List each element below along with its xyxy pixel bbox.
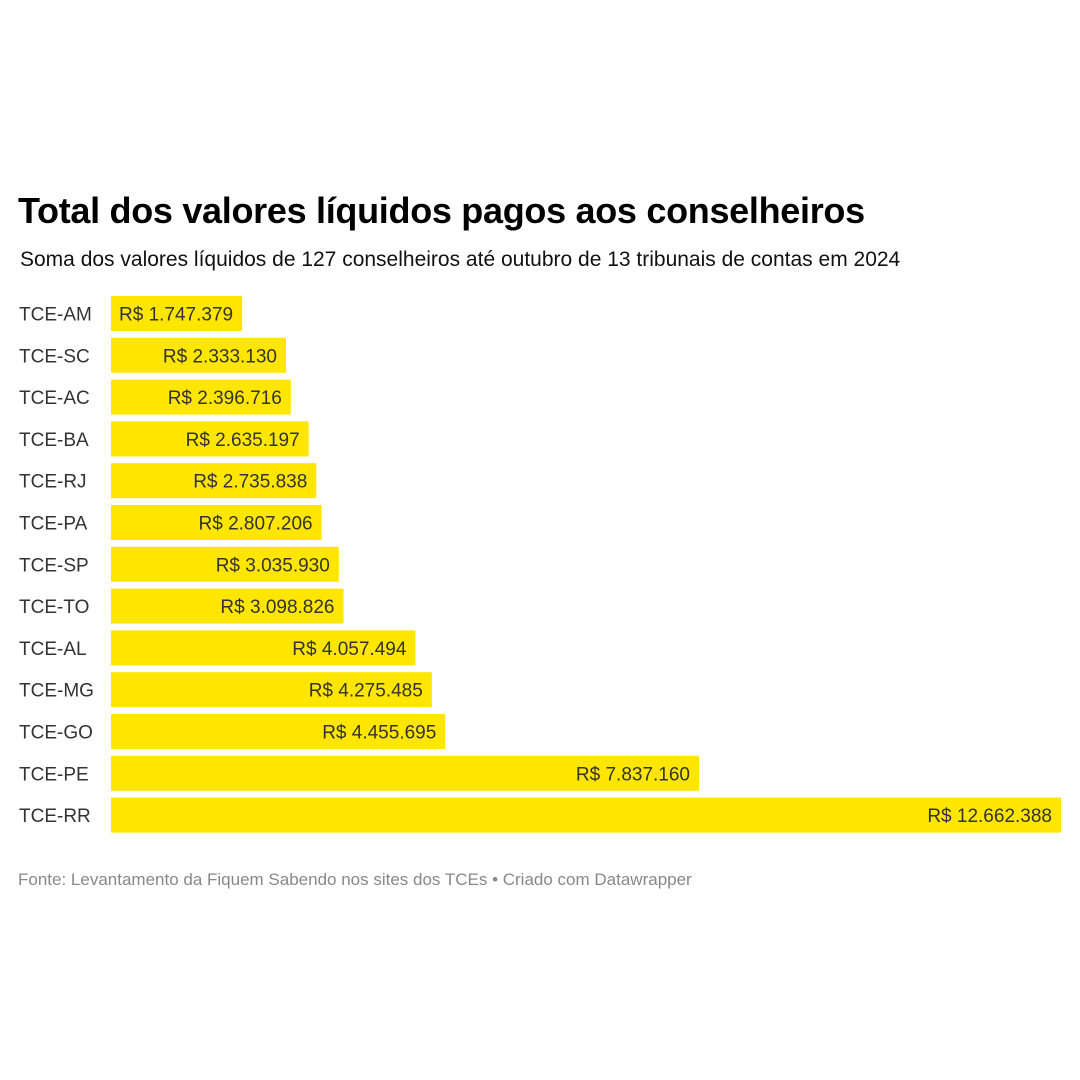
- chart-subtitle: Soma dos valores líquidos de 127 conselh…: [20, 248, 901, 271]
- bar: [111, 337, 286, 373]
- value-label: R$ 4.057.494: [292, 639, 407, 660]
- category-label: TCE-AM: [19, 305, 92, 326]
- category-label: TCE-TO: [19, 597, 89, 618]
- value-label: R$ 4.275.485: [309, 681, 423, 702]
- bar: [111, 546, 339, 582]
- category-label: TCE-AL: [19, 639, 87, 660]
- value-label: R$ 3.098.826: [220, 597, 334, 618]
- bar: [111, 630, 416, 666]
- category-label: TCE-MG: [19, 681, 94, 702]
- value-label: R$ 2.635.197: [186, 430, 300, 451]
- bar-chart: TCE-AM R$ 1.747.379 TCE-SC R$ 2.333.130 TCE-…: [19, 296, 1061, 833]
- category-label: TCE-GO: [19, 723, 93, 744]
- value-label: R$ 2.735.838: [193, 472, 307, 493]
- bar: [111, 714, 446, 749]
- value-label: R$ 7.837.160: [576, 764, 690, 785]
- bar: [111, 463, 317, 499]
- value-label: R$ 2.807.206: [199, 514, 313, 535]
- category-label: TCE-PA: [19, 514, 88, 535]
- bar: [111, 296, 243, 331]
- bar: [111, 797, 1061, 833]
- bar: [111, 588, 344, 624]
- bar: [111, 672, 432, 708]
- value-label: R$ 4.455.695: [322, 723, 436, 744]
- chart-title: Total dos valores líquidos pagos aos con…: [18, 190, 865, 231]
- value-label: R$ 2.333.130: [163, 346, 277, 367]
- category-label: TCE-PE: [19, 764, 89, 785]
- value-label: R$ 3.035.930: [216, 555, 330, 576]
- category-label: TCE-RJ: [19, 472, 87, 493]
- category-label: TCE-SP: [19, 555, 89, 576]
- bar: [111, 379, 291, 415]
- category-label: TCE-AC: [19, 388, 90, 409]
- category-label: TCE-RR: [19, 806, 91, 827]
- bar: [111, 421, 309, 457]
- value-label: R$ 1.747.379: [119, 305, 233, 326]
- category-label: TCE-BA: [19, 430, 89, 451]
- bar: [111, 755, 699, 791]
- bar: [111, 505, 322, 540]
- value-label: R$ 2.396.716: [168, 388, 282, 409]
- category-label: TCE-SC: [19, 346, 90, 367]
- chart-source: Fonte: Levantamento da Fiquem Sabendo no…: [18, 870, 692, 889]
- value-label: R$ 12.662.388: [927, 806, 1052, 827]
